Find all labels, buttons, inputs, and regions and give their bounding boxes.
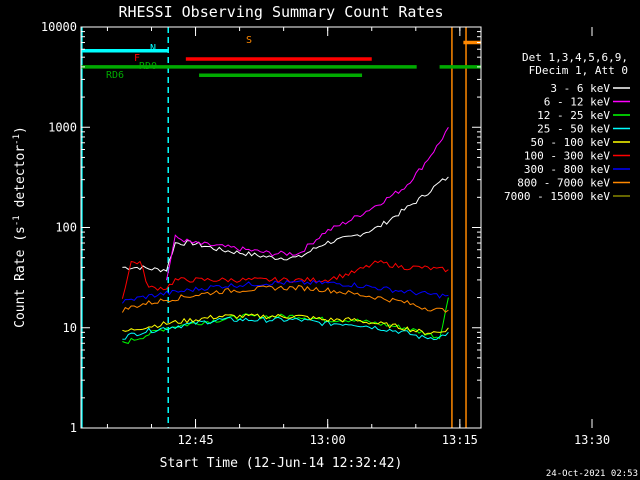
footer-date: 24-Oct-2021 02:53 bbox=[546, 469, 638, 479]
series-line-4-1 bbox=[633, 309, 640, 328]
flag-label-S: S bbox=[246, 35, 252, 46]
y-tick-label-0: 1 bbox=[70, 421, 77, 435]
series-line-1-1 bbox=[633, 198, 640, 243]
series-line-2-1 bbox=[633, 316, 640, 358]
x-tick-label-1: 13:00 bbox=[310, 433, 346, 447]
y-tick-label-3: 1000 bbox=[48, 120, 77, 134]
series-line-4-0 bbox=[122, 313, 449, 335]
legend-label-8: 7000 - 15000 keV bbox=[504, 190, 610, 203]
series-line-3-0 bbox=[122, 316, 449, 341]
series-line-7-1 bbox=[633, 278, 640, 298]
y-tick-label-2: 100 bbox=[55, 221, 77, 235]
flag-label-RD6: RD6 bbox=[106, 70, 124, 81]
series-line-1-0 bbox=[166, 127, 449, 281]
flag-label-RD0: RD0 bbox=[139, 61, 157, 72]
chart-title: RHESSI Observing Summary Count Rates bbox=[118, 3, 443, 21]
y-tick-label-1: 10 bbox=[63, 321, 77, 335]
legend-header-1: FDecim 1, Att 0 bbox=[529, 64, 628, 77]
legend-label-4: 50 - 100 keV bbox=[531, 136, 611, 149]
legend-label-0: 3 - 6 keV bbox=[550, 82, 610, 95]
flag-label-F: F bbox=[134, 53, 140, 64]
y-axis-label: Count Rate (s-1 detector-1) bbox=[12, 126, 28, 328]
x-axis-label: Start Time (12-Jun-14 12:32:42) bbox=[160, 456, 403, 471]
y-tick-label-4: 10000 bbox=[41, 20, 77, 34]
x-tick-label-2: 13:15 bbox=[442, 433, 478, 447]
plot-frame bbox=[80, 26, 482, 429]
series-line-0-0 bbox=[122, 176, 449, 273]
legend-label-1: 6 - 12 keV bbox=[544, 96, 611, 109]
x-tick-label-3: 13:30 bbox=[574, 433, 610, 447]
legend-label-6: 300 - 800 keV bbox=[524, 163, 610, 176]
legend: Det 1,3,4,5,6,9,FDecim 1, Att 0 3 - 6 keV… bbox=[504, 51, 630, 203]
flag-label-N: N bbox=[150, 43, 156, 54]
series-line-6-0 bbox=[122, 279, 449, 304]
legend-label-3: 25 - 50 keV bbox=[537, 123, 610, 136]
series-line-0-1 bbox=[633, 223, 640, 250]
legend-header-0: Det 1,3,4,5,6,9, bbox=[522, 51, 628, 64]
y-axis: 1 10 100 1000 10000 bbox=[41, 20, 481, 435]
legend-label-5: 100 - 300 keV bbox=[524, 150, 610, 163]
series-line-6-1 bbox=[633, 271, 640, 289]
legend-label-2: 12 - 25 keV bbox=[537, 109, 610, 122]
series-line-5-0 bbox=[121, 259, 449, 299]
legend-label-7: 800 - 7000 keV bbox=[517, 177, 610, 190]
x-tick-label-0: 12:45 bbox=[177, 433, 213, 447]
series-line-7-0 bbox=[121, 284, 449, 313]
series-line-5-1 bbox=[633, 256, 640, 273]
series-line-3-1 bbox=[633, 311, 640, 332]
